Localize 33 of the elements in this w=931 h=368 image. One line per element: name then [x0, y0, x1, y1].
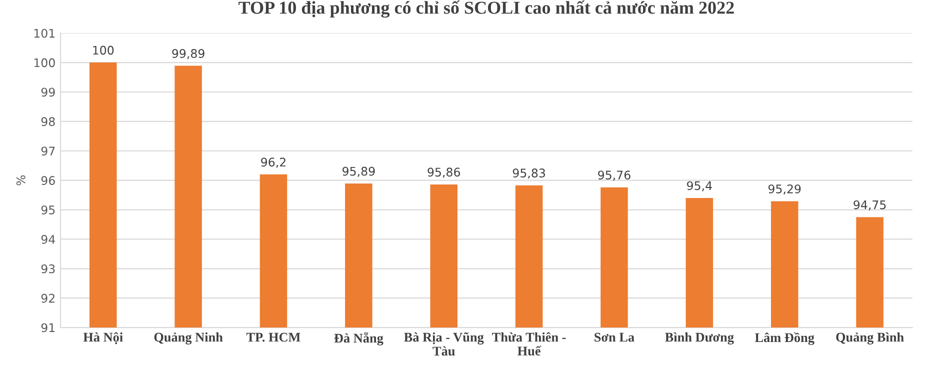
- data-label: 95,29: [768, 184, 801, 195]
- data-label: 95,4: [687, 181, 712, 192]
- y-tick-label: 98: [41, 117, 55, 126]
- x-tick-label: Lâm Đồng: [754, 332, 814, 345]
- x-tick-label: Hà Nội: [83, 332, 123, 344]
- y-tick-label: 93: [41, 264, 55, 274]
- x-tick-label: Thừa Thiên - Huế: [492, 332, 566, 356]
- y-tick-label: 101: [34, 28, 55, 38]
- data-label: 99,89: [172, 49, 204, 60]
- data-label: 95,83: [512, 168, 545, 179]
- data-label: 94,75: [854, 200, 886, 210]
- y-tick-label: 94: [41, 234, 55, 244]
- x-tick-label: Đà Nẵng: [334, 332, 384, 346]
- x-tick-label: TP. HCM: [246, 332, 300, 342]
- data-label: 95,86: [428, 168, 460, 178]
- y-tick-label: 100: [34, 58, 55, 68]
- data-label: 100: [93, 46, 114, 55]
- data-label: 95,89: [342, 166, 375, 177]
- data-label: 95,76: [598, 170, 630, 181]
- x-tick-label: Quảng Ninh: [154, 332, 223, 344]
- x-tick-label: Bình Dương: [665, 332, 734, 344]
- y-tick-label: 97: [41, 146, 55, 156]
- y-axis-title: %: [16, 175, 26, 186]
- data-label: 96,2: [261, 158, 286, 168]
- y-tick-label: 91: [41, 323, 55, 332]
- chart-title: TOP 10 địa phương có chỉ số SCOLI cao nhất cả nước năm 2022: [238, 0, 734, 18]
- x-tick-label: Sơn La: [594, 332, 634, 342]
- y-tick-label: 92: [41, 294, 54, 303]
- y-tick-label: 96: [41, 176, 55, 185]
- x-tick-label: Quảng Bình: [836, 332, 904, 344]
- x-tick-label: Bà Rịa - Vũng Tàu: [404, 332, 484, 356]
- y-tick-label: 99: [41, 88, 55, 97]
- y-tick-label: 95: [41, 205, 55, 214]
